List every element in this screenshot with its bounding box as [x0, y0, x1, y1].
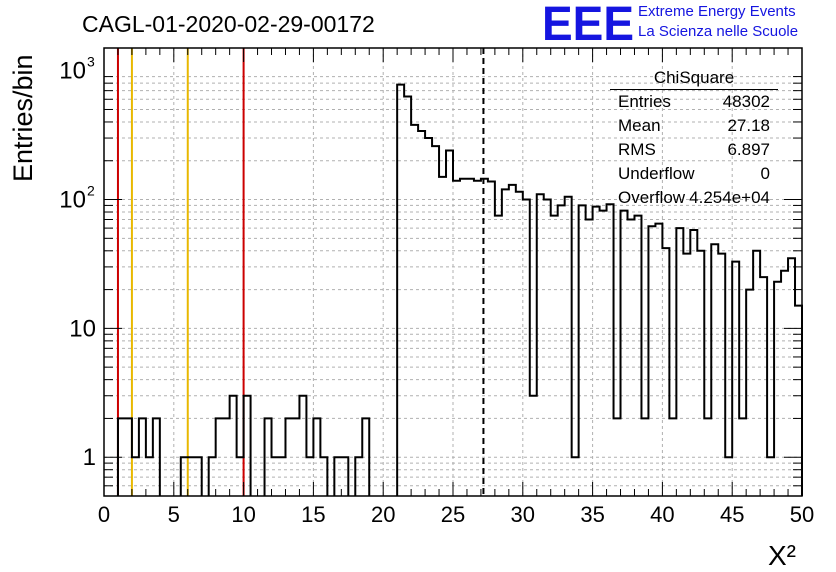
histogram-bar	[558, 205, 565, 496]
histogram-bar	[530, 396, 537, 496]
stats-value: 27.18	[727, 116, 770, 135]
stats-value: 4.254e+04	[689, 188, 770, 207]
stats-label: RMS	[618, 140, 656, 159]
histogram-bar	[676, 228, 683, 496]
histogram-bar	[516, 192, 523, 496]
stats-divider	[610, 89, 778, 90]
stats-row-rms: RMS 6.897	[618, 140, 770, 164]
histogram-bar	[774, 282, 781, 496]
x-tick-label: 40	[650, 502, 674, 527]
stats-row-mean: Mean 27.18	[618, 116, 770, 140]
histogram-bar	[732, 262, 739, 496]
x-tick-labels: 0 5 10 15 20 25 30 35 40 45 50	[98, 502, 814, 527]
histogram-bar	[579, 205, 586, 496]
histogram-bar	[788, 258, 795, 496]
stats-row-overflow: Overflow 4.254e+04	[618, 188, 770, 212]
histogram-bar	[397, 85, 404, 496]
y-tick-label: 10	[59, 58, 86, 85]
x-axis-label: X²	[768, 540, 796, 571]
histogram-bar	[495, 216, 502, 496]
histogram-bar	[418, 131, 425, 496]
x-tick-label: 45	[720, 502, 744, 527]
y-tick-exponent: 2	[87, 183, 95, 199]
histogram-bar	[697, 251, 704, 496]
stats-value: 0	[760, 164, 770, 183]
logo-line-1: Extreme Energy Events	[638, 3, 796, 20]
histogram-bar	[607, 204, 614, 496]
x-tick-label: 35	[580, 502, 604, 527]
stats-box: ChiSquare Entries 48302 Mean 27.18 RMS 6…	[610, 68, 778, 207]
x-tick-label: 30	[511, 502, 535, 527]
stats-value: 6.897	[727, 140, 770, 159]
histogram-bar	[439, 177, 446, 496]
histogram-bar	[586, 219, 593, 496]
histogram-bar	[432, 146, 439, 496]
x-tick-label: 20	[371, 502, 395, 527]
y-tick-label: 10	[69, 315, 96, 342]
stats-value: 48302	[722, 92, 770, 111]
histogram-bar	[565, 197, 572, 496]
stats-row-entries: Entries 48302	[618, 92, 770, 116]
histogram-bar	[753, 251, 760, 496]
histogram-bar	[299, 396, 306, 496]
y-axis-label: Entries/bin	[8, 54, 38, 182]
histogram-bar	[502, 189, 509, 496]
histogram-bar	[781, 271, 788, 496]
stats-label: Entries	[618, 92, 671, 111]
stats-label: Mean	[618, 116, 661, 135]
histogram-bar	[690, 230, 697, 496]
stats-label: Underflow	[618, 164, 695, 183]
stats-row-underflow: Underflow 0	[618, 164, 770, 188]
histogram-bar	[746, 290, 753, 496]
histogram-bar	[230, 396, 237, 496]
stats-title: ChiSquare	[653, 68, 735, 87]
histogram-bar	[634, 216, 641, 496]
threshold-lines	[116, 48, 485, 496]
histogram-bar	[446, 151, 453, 496]
y-tick-label: 10	[59, 187, 86, 214]
histogram-bar	[551, 216, 558, 496]
histogram-bar	[488, 182, 495, 496]
x-tick-label: 0	[98, 502, 110, 527]
histogram-bar	[460, 179, 467, 496]
x-tick-label: 5	[168, 502, 180, 527]
histogram-bar	[537, 194, 544, 496]
x-tick-label: 15	[301, 502, 325, 527]
histogram-bar	[655, 224, 662, 496]
axis-ticks	[103, 48, 803, 496]
eee-logo: EEE	[542, 0, 636, 51]
histogram-bar	[467, 179, 474, 496]
histogram-bar	[628, 219, 635, 496]
y-tick-label: 1	[83, 444, 96, 471]
x-tick-label: 25	[441, 502, 465, 527]
x-tick-label: 50	[790, 502, 814, 527]
histogram-bar	[593, 207, 600, 496]
eee-logo-mark: EEE	[542, 0, 634, 44]
histogram-bar	[523, 200, 530, 496]
histogram-bar	[411, 125, 418, 496]
histogram-bar	[544, 200, 551, 496]
chart-title: CAGL-01-2020-02-29-00172	[82, 11, 375, 37]
histogram-outline	[116, 83, 803, 496]
histogram-bar	[404, 97, 411, 496]
histogram-bar	[244, 396, 251, 496]
y-tick-exponent: 3	[87, 54, 95, 70]
stats-label: Overflow	[618, 188, 686, 207]
histogram-bar	[425, 138, 432, 496]
logo-line-2: La Scienza nelle Scuole	[638, 23, 799, 40]
histogram-bar	[662, 248, 669, 496]
histogram-bar	[711, 244, 718, 496]
histogram-bar	[621, 211, 628, 496]
histogram-bar	[600, 211, 607, 496]
x-tick-label: 10	[231, 502, 255, 527]
